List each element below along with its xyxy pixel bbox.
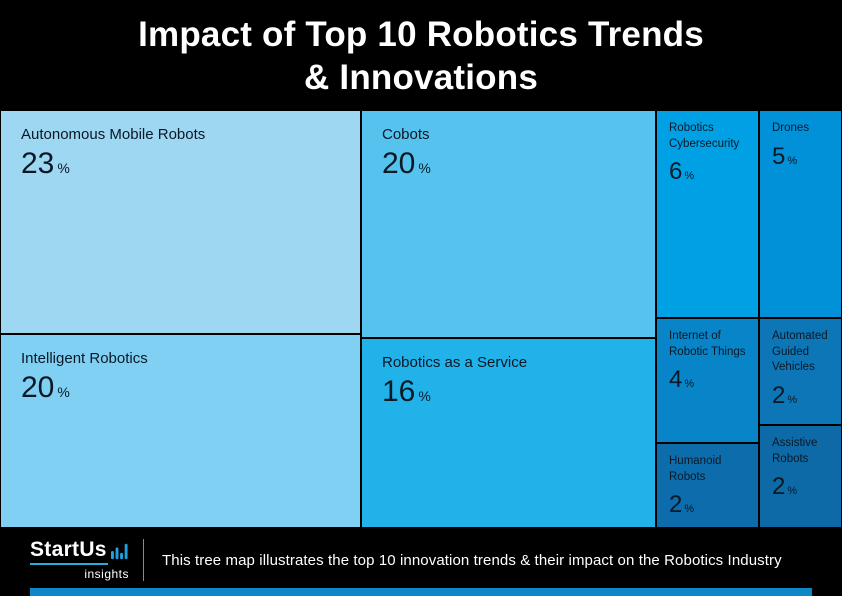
percent-unit: % xyxy=(57,160,70,177)
header: Impact of Top 10 Robotics Trends & Innov… xyxy=(0,0,842,110)
percent-unit: % xyxy=(684,503,695,516)
footer-divider xyxy=(143,539,144,581)
cell-value: 23% xyxy=(21,147,70,181)
treemap-cell-drones: Drones 5% xyxy=(759,110,842,318)
treemap-cell-assistive-robots: Assistive Robots 2% xyxy=(759,425,842,528)
logo-sub-text: insights xyxy=(84,567,129,581)
cell-value: 2% xyxy=(669,491,695,519)
cell-label: Robotics as a Service xyxy=(382,354,528,371)
cell-label: Humanoid Robots xyxy=(669,455,722,483)
percent-unit: % xyxy=(787,393,798,406)
treemap: Autonomous Mobile Robots 23% Cobots 20% … xyxy=(0,110,842,528)
cell-label: Cobots xyxy=(382,126,430,143)
startus-insights-logo: StartUs insights xyxy=(30,539,129,581)
cell-label: Intelligent Robotics xyxy=(21,350,148,367)
cell-value: 4% xyxy=(669,366,695,394)
cell-label: Autonomous Mobile Robots xyxy=(21,126,206,143)
treemap-cell-cobots: Cobots 20% xyxy=(361,110,656,338)
treemap-cell-autonomous-mobile-robots: Autonomous Mobile Robots 23% xyxy=(0,110,361,334)
percent-unit: % xyxy=(787,154,798,167)
page-title-line-1: Impact of Top 10 Robotics Trends xyxy=(138,15,704,54)
page-title-line-2: & Innovations xyxy=(304,58,538,97)
treemap-cell-intelligent-robotics: Intelligent Robotics 20% xyxy=(0,334,361,528)
percent-unit: % xyxy=(418,160,431,177)
treemap-cell-internet-of-robotic-things: Internet of Robotic Things 4% xyxy=(656,318,759,443)
logo-brand-text: StartUs xyxy=(30,538,107,561)
percent-unit: % xyxy=(684,378,695,391)
cell-label: Assistive Robots xyxy=(772,437,818,465)
cell-label: Robotics Cybersecurity xyxy=(669,122,740,150)
footer: StartUs insights This tree map illustrat… xyxy=(0,528,842,596)
treemap-cell-automated-guided-vehicles: Automated Guided Vehicles 2% xyxy=(759,318,842,425)
treemap-cell-humanoid-robots: Humanoid Robots 2% xyxy=(656,443,759,528)
logo-underline xyxy=(30,563,108,565)
bar-chart-icon xyxy=(110,543,128,560)
cell-value: 20% xyxy=(21,371,70,405)
cell-value: 6% xyxy=(669,158,695,186)
cell-value: 2% xyxy=(772,381,798,409)
treemap-cell-robotics-cybersecurity: Robotics Cybersecurity 6% xyxy=(656,110,759,318)
percent-unit: % xyxy=(418,388,431,405)
cell-label: Drones xyxy=(772,122,810,134)
footer-caption: This tree map illustrates the top 10 inn… xyxy=(162,551,782,569)
percent-unit: % xyxy=(684,170,695,183)
cell-value: 20% xyxy=(382,147,431,181)
cell-label: Internet of Robotic Things xyxy=(669,330,746,358)
bottom-accent-bar xyxy=(30,588,812,596)
cell-value: 16% xyxy=(382,375,431,409)
percent-unit: % xyxy=(787,485,798,498)
cell-value: 2% xyxy=(772,473,798,501)
cell-label: Automated Guided Vehicles xyxy=(772,330,828,374)
treemap-cell-robotics-as-a-service: Robotics as a Service 16% xyxy=(361,338,656,528)
cell-value: 5% xyxy=(772,142,798,170)
percent-unit: % xyxy=(57,384,70,401)
